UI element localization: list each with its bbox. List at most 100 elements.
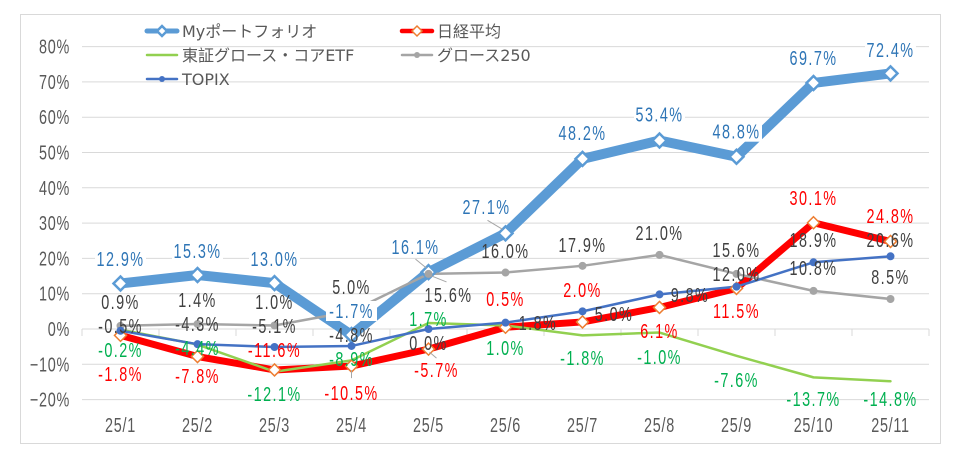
data-label-growth-250: 5.0% — [332, 276, 371, 299]
data-label-growth-250: 21.0% — [636, 222, 684, 245]
x-tick-label: 25/8 — [644, 414, 675, 437]
data-point-growth-250 — [424, 269, 433, 278]
legend-marker — [155, 24, 169, 38]
data-label-topix: -4.8% — [329, 324, 374, 347]
data-label-topix: 0.0% — [409, 332, 448, 355]
data-label-background — [788, 48, 839, 68]
x-tick-label: 25/11 — [871, 414, 910, 437]
data-label-topix: 5.0% — [595, 303, 634, 326]
legend-item-growth-250: グロース250 — [400, 46, 531, 65]
data-point-topix — [501, 318, 510, 327]
data-label-my-portfolio: 53.4% — [636, 103, 684, 126]
data-label-growth-250: 8.5% — [871, 266, 910, 289]
data-label-my-portfolio: 27.1% — [463, 196, 511, 219]
data-label-topix: -5.1% — [252, 315, 297, 338]
leader-line — [431, 275, 447, 283]
data-point-nikkei-average — [883, 234, 898, 249]
legend-item-tse-growth-core-etf: 東証グロース・コアETF — [145, 46, 354, 65]
data-point-nikkei-average — [652, 300, 667, 315]
data-point-topix — [732, 282, 741, 291]
data-point-growth-250 — [193, 320, 202, 329]
data-label-nikkei-average: 24.8% — [867, 205, 915, 228]
data-label-background — [461, 197, 512, 217]
data-point-my-portfolio — [650, 131, 669, 150]
data-label-my-portfolio: 48.8% — [713, 120, 761, 143]
data-point-nikkei-average — [575, 314, 590, 330]
data-label-growth-250: 15.6% — [713, 239, 761, 262]
x-tick-label: 25/1 — [105, 414, 136, 437]
data-label-topix: 12.0% — [713, 263, 761, 286]
data-label-topix: -0.5% — [98, 315, 143, 338]
data-label-topix: 1.8% — [519, 312, 558, 335]
y-tick-label: 30% — [39, 212, 70, 235]
legend-label: Myポートフォリオ — [182, 22, 317, 41]
data-point-topix — [424, 325, 433, 333]
data-point-topix — [270, 343, 279, 352]
legend-item-my-portfolio: Myポートフォリオ — [144, 22, 317, 41]
data-point-growth-250 — [886, 294, 895, 303]
y-tick-label: 60% — [39, 106, 70, 129]
data-label-tse-growth-core-etf: 1.7% — [409, 308, 448, 331]
data-label-background — [634, 104, 685, 125]
data-label-tse-growth-core-etf: -4.4% — [175, 337, 220, 360]
data-point-topix — [578, 307, 587, 316]
leader-line — [429, 351, 437, 359]
y-tick-label: 70% — [39, 71, 70, 94]
data-label-nikkei-average: -7.8% — [175, 365, 220, 388]
data-label-nikkei-average: 30.1% — [790, 187, 838, 210]
y-tick-label: −10% — [30, 353, 70, 376]
data-point-my-portfolio — [573, 150, 592, 168]
data-point-my-portfolio — [496, 224, 515, 243]
data-label-growth-250: 16.0% — [482, 240, 530, 263]
label-leader-lines — [351, 219, 503, 379]
chart-frame[interactable] — [20, 14, 941, 444]
legend-label: 東証グロース・コアETF — [182, 46, 354, 65]
data-point-topix — [655, 290, 664, 299]
data-point-my-portfolio — [111, 274, 130, 293]
y-tick-label: 10% — [39, 282, 70, 305]
x-tick-label: 25/4 — [336, 414, 367, 437]
data-point-topix — [347, 341, 356, 350]
data-point-nikkei-average — [190, 349, 205, 364]
data-point-topix — [193, 340, 202, 349]
legend-marker — [414, 52, 420, 58]
series-markers — [111, 64, 900, 378]
data-point-topix — [809, 258, 818, 267]
y-tick-label: 80% — [39, 35, 70, 58]
data-point-growth-250 — [501, 268, 510, 277]
data-label-growth-250: 15.6% — [425, 284, 473, 307]
data-label-my-portfolio: 15.3% — [174, 240, 222, 263]
data-label-tse-growth-core-etf: -1.8% — [560, 347, 605, 370]
data-label-background — [557, 123, 608, 143]
x-tick-label: 25/10 — [794, 414, 834, 437]
data-label-nikkei-average: 11.5% — [713, 300, 760, 323]
data-label-nikkei-average: 2.0% — [563, 279, 602, 302]
data-label-tse-growth-core-etf: -0.2% — [98, 339, 143, 362]
data-label-tse-growth-core-etf: -13.7% — [786, 388, 840, 411]
data-labels: 12.9% 15.3% 13.0% -1.7% 16.1% 27.1% 48.2% 53.4%… — [95, 39, 916, 411]
x-tick-label: 25/3 — [259, 414, 290, 437]
data-point-growth-250 — [809, 286, 818, 295]
data-label-tse-growth-core-etf: -7.6% — [714, 369, 759, 392]
x-tick-label: 25/5 — [413, 414, 444, 437]
data-point-topix — [886, 252, 895, 261]
data-label-my-portfolio: 12.9% — [97, 248, 145, 271]
legend-marker — [410, 24, 424, 38]
data-point-my-portfolio — [804, 74, 823, 92]
data-point-nikkei-average — [421, 342, 436, 357]
y-tick-label: −20% — [30, 388, 70, 411]
axes: −20% −10% 0% 10% 20% 30% 40% 50% 60% 70% 80% 25/1 25… — [30, 35, 930, 437]
data-point-topix — [116, 326, 125, 335]
data-point-my-portfolio — [188, 266, 207, 284]
data-point-growth-250 — [578, 261, 587, 270]
x-tick-label: 25/6 — [490, 414, 521, 437]
data-label-nikkei-average: -10.5% — [324, 382, 378, 405]
y-tick-label: 20% — [39, 247, 70, 270]
data-point-growth-250 — [270, 321, 279, 330]
data-point-nikkei-average — [806, 215, 821, 230]
data-label-my-portfolio: 48.2% — [559, 122, 607, 145]
data-point-growth-250 — [655, 250, 664, 259]
data-label-growth-250: 0.9% — [101, 291, 140, 314]
